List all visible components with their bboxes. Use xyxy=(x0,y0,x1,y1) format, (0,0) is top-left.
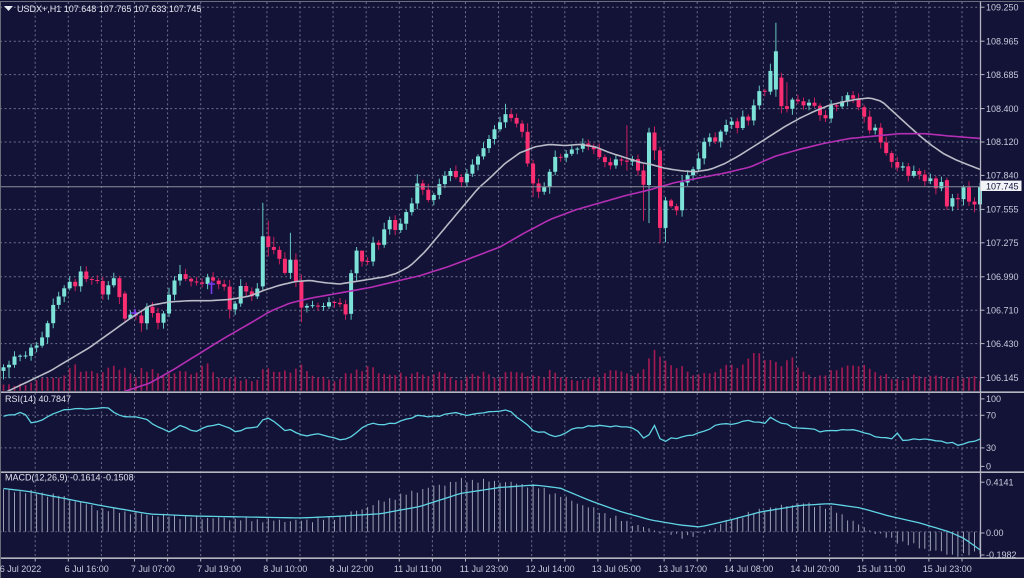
svg-text:70: 70 xyxy=(986,411,996,421)
svg-text:13 Jul 17:00: 13 Jul 17:00 xyxy=(658,564,707,574)
svg-text:109.250: 109.250 xyxy=(986,2,1019,12)
svg-text:8 Jul 10:00: 8 Jul 10:00 xyxy=(263,564,307,574)
svg-text:8 Jul 22:00: 8 Jul 22:00 xyxy=(329,564,373,574)
svg-text:-0.1982: -0.1982 xyxy=(986,550,1017,560)
svg-text:15 Jul 23:00: 15 Jul 23:00 xyxy=(923,564,972,574)
svg-text:108.965: 108.965 xyxy=(986,36,1019,46)
svg-text:14 Jul 08:00: 14 Jul 08:00 xyxy=(724,564,773,574)
svg-text:MACD(12,26,9) -0.1614 -0.1508: MACD(12,26,9) -0.1614 -0.1508 xyxy=(5,473,134,483)
svg-text:108.685: 108.685 xyxy=(986,70,1019,80)
svg-text:11 Jul 23:00: 11 Jul 23:00 xyxy=(460,564,508,574)
svg-text:30: 30 xyxy=(986,443,996,453)
svg-text:107.745: 107.745 xyxy=(986,182,1019,192)
svg-text:106.990: 106.990 xyxy=(986,272,1019,282)
svg-text:106.710: 106.710 xyxy=(986,305,1019,315)
svg-text:13 Jul 05:00: 13 Jul 05:00 xyxy=(592,564,641,574)
svg-text:107.555: 107.555 xyxy=(986,205,1019,215)
svg-text:108.120: 108.120 xyxy=(986,137,1019,147)
svg-text:11 Jul 11:00: 11 Jul 11:00 xyxy=(394,564,442,574)
svg-text:0.4141: 0.4141 xyxy=(986,477,1014,487)
svg-text:108.400: 108.400 xyxy=(986,104,1019,114)
svg-text:12 Jul 14:00: 12 Jul 14:00 xyxy=(526,564,575,574)
svg-text:0.00: 0.00 xyxy=(986,528,1004,538)
svg-text:100: 100 xyxy=(986,394,1001,404)
svg-text:6 Jul 2022: 6 Jul 2022 xyxy=(0,564,41,574)
svg-text:USDX+,H1 107.648 107.765 107.: USDX+,H1 107.648 107.765 107.633 107.745 xyxy=(17,4,201,14)
svg-text:7 Jul 19:00: 7 Jul 19:00 xyxy=(197,564,241,574)
svg-text:106.145: 106.145 xyxy=(986,373,1019,383)
svg-text:107.840: 107.840 xyxy=(986,171,1019,181)
svg-text:106.430: 106.430 xyxy=(986,339,1019,349)
svg-text:0: 0 xyxy=(986,462,991,472)
svg-text:14 Jul 20:00: 14 Jul 20:00 xyxy=(790,564,839,574)
svg-text:6 Jul 16:00: 6 Jul 16:00 xyxy=(65,564,109,574)
svg-text:7 Jul 07:00: 7 Jul 07:00 xyxy=(131,564,175,574)
svg-text:15 Jul 11:00: 15 Jul 11:00 xyxy=(857,564,905,574)
svg-text:107.275: 107.275 xyxy=(986,238,1019,248)
svg-text:RSI(14) 40.7847: RSI(14) 40.7847 xyxy=(5,394,71,404)
